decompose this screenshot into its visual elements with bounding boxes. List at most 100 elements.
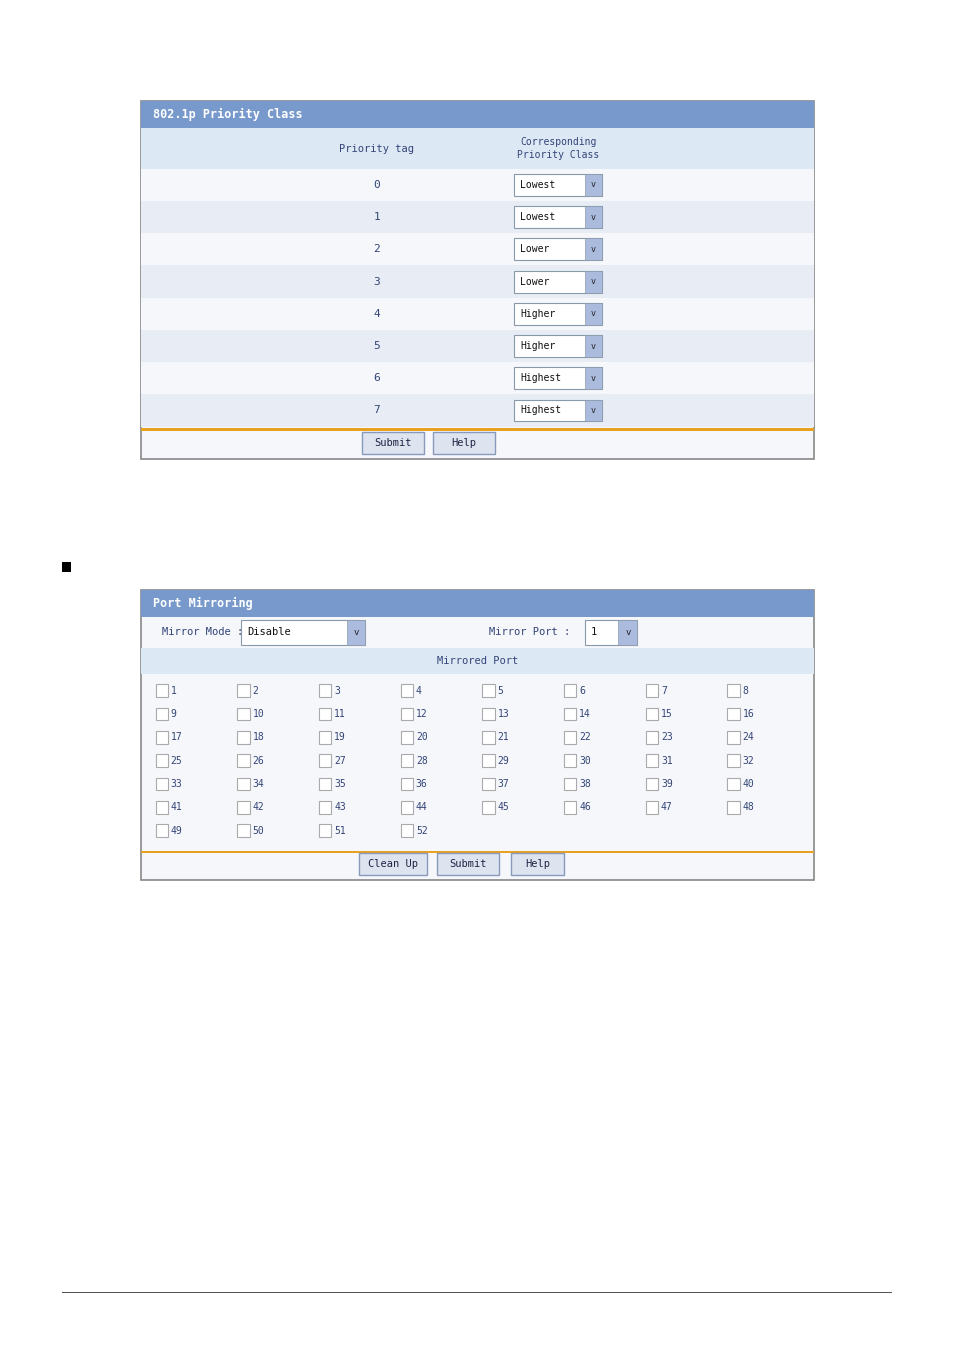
Bar: [514, 207, 601, 228]
Bar: [511, 853, 563, 875]
Bar: [155, 707, 168, 721]
Bar: [563, 684, 576, 697]
Text: 13: 13: [497, 709, 509, 720]
Bar: [141, 590, 813, 880]
Text: 44: 44: [416, 802, 427, 813]
Text: v: v: [591, 309, 596, 319]
Bar: [155, 730, 168, 744]
Bar: [645, 707, 658, 721]
Bar: [645, 755, 658, 767]
Text: v: v: [624, 628, 630, 637]
Bar: [400, 684, 413, 697]
Bar: [62, 1292, 891, 1293]
Bar: [141, 362, 813, 394]
Bar: [481, 755, 494, 767]
Text: 29: 29: [497, 756, 509, 765]
Text: Higher: Higher: [519, 342, 555, 351]
Bar: [514, 400, 601, 421]
Text: 47: 47: [660, 802, 672, 813]
Text: 52: 52: [416, 826, 427, 836]
Text: Submit: Submit: [449, 859, 486, 869]
Text: 6: 6: [373, 373, 379, 383]
Bar: [155, 684, 168, 697]
Text: 0: 0: [373, 180, 379, 190]
Bar: [584, 239, 601, 261]
Bar: [358, 853, 427, 875]
Bar: [141, 101, 813, 128]
Text: 30: 30: [578, 756, 590, 765]
Text: 51: 51: [334, 826, 346, 836]
Text: 802.1p Priority Class: 802.1p Priority Class: [152, 108, 302, 122]
Bar: [241, 621, 365, 644]
Text: v: v: [591, 181, 596, 189]
Bar: [237, 684, 250, 697]
Text: 4: 4: [416, 686, 421, 695]
Text: 10: 10: [253, 709, 264, 720]
Bar: [481, 778, 494, 791]
Bar: [141, 101, 813, 459]
Bar: [645, 684, 658, 697]
Bar: [563, 778, 576, 791]
Bar: [726, 801, 739, 814]
Text: Higher: Higher: [519, 309, 555, 319]
Text: 1: 1: [373, 212, 379, 223]
Text: 14: 14: [578, 709, 590, 720]
Text: v: v: [591, 244, 596, 254]
Bar: [318, 801, 331, 814]
Bar: [141, 266, 813, 298]
Bar: [400, 778, 413, 791]
Text: 23: 23: [660, 733, 672, 743]
Bar: [318, 778, 331, 791]
Bar: [584, 302, 601, 325]
Bar: [141, 648, 813, 674]
Text: 11: 11: [334, 709, 346, 720]
Text: 4: 4: [373, 309, 379, 319]
Bar: [361, 432, 423, 454]
Bar: [155, 825, 168, 837]
Bar: [237, 778, 250, 791]
Bar: [141, 128, 813, 169]
Bar: [645, 778, 658, 791]
Text: 15: 15: [660, 709, 672, 720]
Text: 18: 18: [253, 733, 264, 743]
Text: 21: 21: [497, 733, 509, 743]
Text: Corresponding
Priority Class: Corresponding Priority Class: [517, 138, 598, 159]
Bar: [155, 778, 168, 791]
Text: 42: 42: [253, 802, 264, 813]
Text: 50: 50: [253, 826, 264, 836]
Bar: [584, 400, 601, 421]
Text: 19: 19: [334, 733, 346, 743]
Bar: [514, 239, 601, 261]
Bar: [726, 684, 739, 697]
Bar: [141, 590, 813, 880]
Bar: [563, 755, 576, 767]
Text: 16: 16: [741, 709, 754, 720]
Text: Lowest: Lowest: [519, 212, 555, 223]
Text: 49: 49: [171, 826, 182, 836]
Bar: [584, 207, 601, 228]
Bar: [141, 850, 813, 853]
Text: 3: 3: [373, 277, 379, 286]
Bar: [141, 298, 813, 329]
Bar: [400, 755, 413, 767]
Bar: [237, 801, 250, 814]
Bar: [563, 707, 576, 721]
Text: 24: 24: [741, 733, 754, 743]
Text: 39: 39: [660, 779, 672, 788]
Bar: [618, 621, 637, 644]
Bar: [141, 394, 813, 427]
Bar: [237, 825, 250, 837]
Text: Disable: Disable: [247, 628, 291, 637]
Text: Lower: Lower: [519, 244, 549, 254]
Bar: [141, 329, 813, 362]
Text: 41: 41: [171, 802, 182, 813]
Bar: [726, 707, 739, 721]
Text: 33: 33: [171, 779, 182, 788]
Bar: [563, 730, 576, 744]
Text: 48: 48: [741, 802, 754, 813]
Bar: [400, 801, 413, 814]
Bar: [155, 801, 168, 814]
Text: v: v: [591, 277, 596, 286]
Text: 2: 2: [253, 686, 258, 695]
Text: 37: 37: [497, 779, 509, 788]
